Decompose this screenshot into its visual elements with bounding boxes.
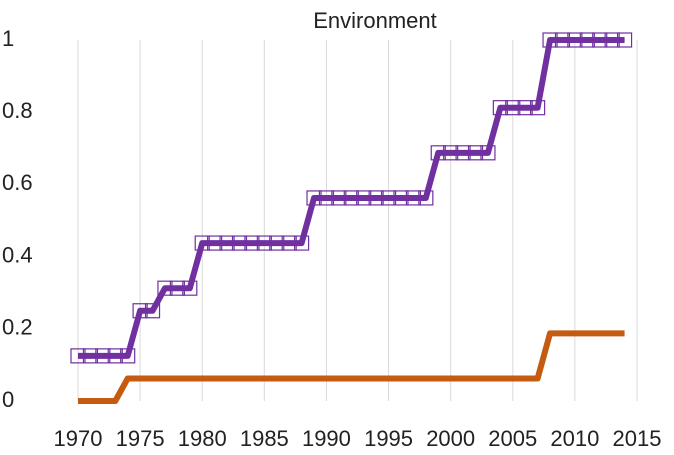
marker <box>530 100 546 116</box>
marker <box>368 190 384 206</box>
y-tick-label: 0.4 <box>2 242 33 267</box>
y-tick-label: 0 <box>2 387 14 412</box>
marker <box>182 280 198 296</box>
marker <box>505 100 521 116</box>
marker <box>430 145 446 161</box>
marker <box>616 32 633 48</box>
marker <box>169 280 185 296</box>
x-tick-label: 1970 <box>54 426 103 451</box>
x-tick-label: 1980 <box>178 426 227 451</box>
marker <box>380 190 397 206</box>
x-tick-label: 1975 <box>116 426 165 451</box>
marker <box>467 145 484 161</box>
marker <box>592 32 608 48</box>
marker <box>244 235 260 251</box>
marker <box>219 235 235 251</box>
marker <box>343 190 359 206</box>
marker <box>269 235 285 251</box>
y-tick-label: 0.2 <box>2 315 33 340</box>
series-line <box>78 330 625 404</box>
x-tick-label: 1990 <box>302 426 351 451</box>
marker <box>120 348 136 364</box>
x-tick-label: 2010 <box>550 426 599 451</box>
marker <box>207 235 223 251</box>
x-tick-label: 1985 <box>240 426 289 451</box>
x-tick-label: 2005 <box>488 426 537 451</box>
marker <box>517 100 533 116</box>
marker <box>443 145 459 161</box>
marker <box>157 280 173 296</box>
x-tick-label: 2000 <box>426 426 475 451</box>
marker <box>144 303 161 319</box>
marker <box>194 235 210 251</box>
marker <box>256 235 272 251</box>
y-tick-label: 0.6 <box>2 170 33 195</box>
marker <box>492 100 508 116</box>
marker <box>579 32 595 48</box>
x-tick-label: 2015 <box>613 426 662 451</box>
marker <box>405 190 421 206</box>
marker <box>132 303 148 319</box>
x-tick-label: 1995 <box>364 426 413 451</box>
marker <box>542 32 558 48</box>
marker <box>107 348 123 364</box>
marker <box>480 145 496 161</box>
marker <box>70 348 86 364</box>
marker <box>554 32 571 48</box>
marker <box>318 190 335 206</box>
marker <box>393 190 409 206</box>
marker <box>82 348 99 364</box>
marker <box>294 235 310 251</box>
marker <box>418 190 434 206</box>
chart-title: Environment <box>313 8 437 33</box>
marker <box>455 145 471 161</box>
marker <box>281 235 297 251</box>
marker <box>567 32 583 48</box>
series-line <box>78 37 625 359</box>
marker <box>604 32 620 48</box>
marker <box>306 190 322 206</box>
y-tick-label: 1 <box>2 26 14 51</box>
marker <box>356 190 372 206</box>
y-tick-label: 0.8 <box>2 98 33 123</box>
marker <box>331 190 347 206</box>
marker <box>95 348 111 364</box>
marker <box>231 235 248 251</box>
